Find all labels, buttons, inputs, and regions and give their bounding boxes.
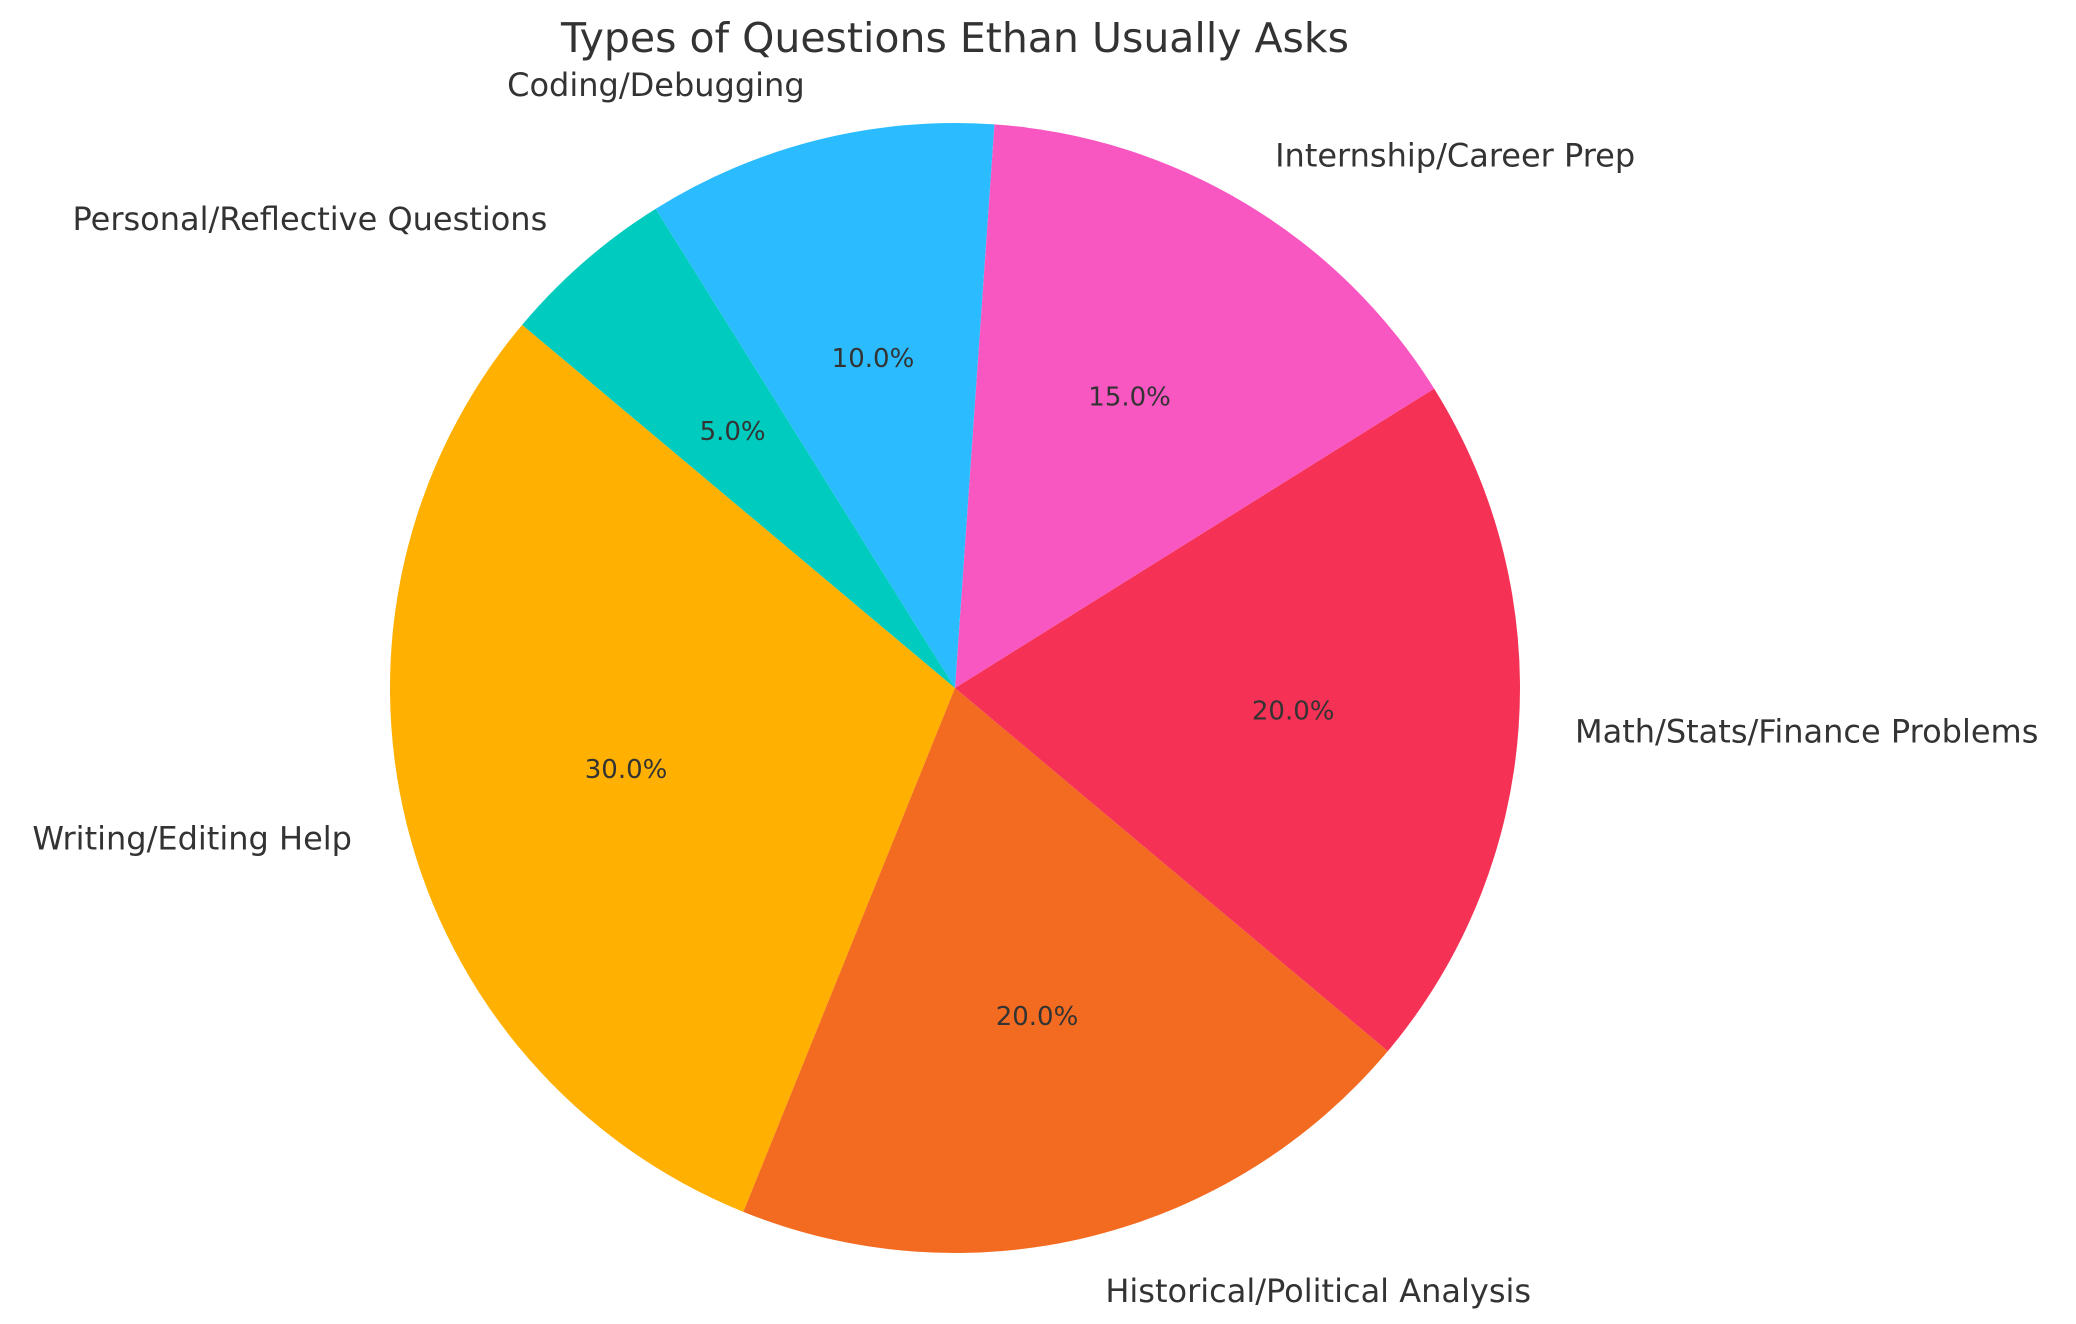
category-label-coding-debugging: Coding/Debugging xyxy=(507,66,805,104)
pie-slice-coding-debugging xyxy=(655,123,995,688)
percentage-labels: 30.0% 20.0% 20.0% 15.0% 10.0% 5.0% xyxy=(585,344,1335,1032)
pct-label-math-stats-finance-problems: 20.0% xyxy=(1252,697,1335,727)
pie-slice-writing-editing-help xyxy=(390,324,955,1212)
pct-label-coding-debugging: 10.0% xyxy=(832,344,915,374)
category-label-internship-career-prep: Internship/Career Prep xyxy=(1275,136,1635,174)
category-label-historical-political-analysis: Historical/Political Analysis xyxy=(1105,1272,1531,1310)
pct-label-historical-political-analysis: 20.0% xyxy=(996,1002,1079,1032)
pie-slice-personal-reflective-questions xyxy=(522,208,955,688)
pct-label-writing-editing-help: 30.0% xyxy=(585,755,668,785)
pie-slices xyxy=(390,123,1520,1253)
category-label-math-stats-finance-problems: Math/Stats/Finance Problems xyxy=(1575,712,2038,750)
category-labels: Writing/Editing Help Historical/Political… xyxy=(32,66,2038,1310)
pie-slice-historical-political-analysis xyxy=(743,688,1388,1253)
pie-slice-internship-career-prep xyxy=(955,124,1435,688)
category-label-personal-reflective-questions: Personal/Reflective Questions xyxy=(72,200,547,238)
pct-label-personal-reflective-questions: 5.0% xyxy=(700,417,766,447)
chart-title: Types of Questions Ethan Usually Asks xyxy=(560,14,1349,62)
category-label-writing-editing-help: Writing/Editing Help xyxy=(32,819,352,857)
pie-slice-math-stats-finance-problems xyxy=(955,388,1520,1052)
pct-label-internship-career-prep: 15.0% xyxy=(1088,382,1171,412)
